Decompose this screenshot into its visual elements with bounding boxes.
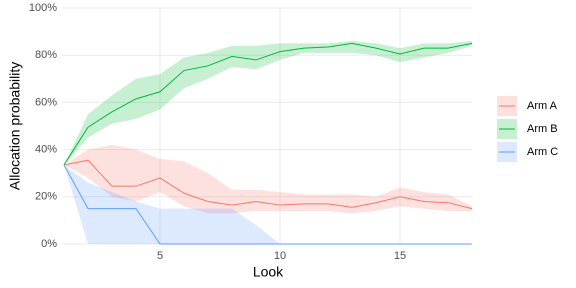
y-tick-label: 0% [41, 238, 57, 250]
y-tick-label: 60% [35, 96, 57, 108]
y-tick-label: 100% [29, 2, 57, 14]
y-tick-label: 80% [35, 49, 57, 61]
y-tick-label: 20% [35, 191, 57, 203]
x-tick-label: 15 [394, 250, 406, 262]
x-tick-label: 10 [274, 250, 286, 262]
line [63, 164, 472, 245]
legend-label: Arm C [527, 146, 558, 158]
line [63, 42, 473, 166]
x-tick-label: 5 [157, 250, 163, 262]
y-axis-title: Allocation probability [7, 62, 23, 190]
ribbon [64, 164, 472, 244]
ribbon [64, 41, 472, 165]
ribbon [64, 144, 472, 214]
line [63, 159, 473, 210]
legend-label: Arm A [527, 100, 558, 112]
y-tick-label: 40% [35, 144, 57, 156]
x-axis-title: Look [253, 264, 284, 280]
legend-label: Arm B [527, 123, 558, 135]
